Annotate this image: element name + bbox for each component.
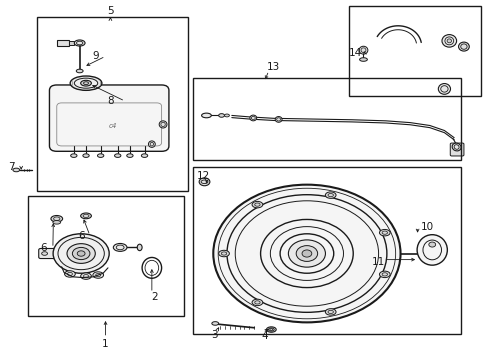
Ellipse shape [379,271,389,278]
Text: 7: 7 [8,162,15,172]
Ellipse shape [249,115,256,121]
Ellipse shape [458,42,468,51]
Ellipse shape [81,213,91,219]
Ellipse shape [113,243,127,251]
Ellipse shape [64,271,75,277]
Ellipse shape [137,244,142,251]
Text: 11: 11 [371,257,385,267]
Text: 9: 9 [92,51,99,61]
Ellipse shape [74,78,98,88]
Ellipse shape [97,154,103,157]
Ellipse shape [81,273,91,279]
FancyBboxPatch shape [449,143,463,156]
Text: 1: 1 [102,339,109,349]
Ellipse shape [446,39,450,43]
Ellipse shape [201,113,211,118]
Ellipse shape [379,229,389,236]
Ellipse shape [359,58,366,61]
FancyBboxPatch shape [39,248,57,258]
Ellipse shape [67,244,95,264]
Ellipse shape [325,192,335,198]
Ellipse shape [416,235,447,265]
Ellipse shape [41,252,47,255]
Bar [348,6,480,96]
Circle shape [288,240,325,267]
Text: 3: 3 [210,330,217,340]
Ellipse shape [76,69,83,73]
Ellipse shape [275,117,282,122]
Ellipse shape [72,247,90,260]
Bar [193,78,461,160]
Text: 6: 6 [78,231,84,240]
Ellipse shape [251,201,262,208]
Circle shape [302,250,311,257]
Text: 13: 13 [266,62,280,72]
Bar [69,41,74,45]
Circle shape [213,185,400,322]
Text: c4: c4 [108,123,117,129]
Ellipse shape [451,143,460,151]
Circle shape [199,178,209,186]
Ellipse shape [266,327,276,332]
Ellipse shape [51,216,62,222]
Ellipse shape [251,299,262,306]
Bar [193,167,461,334]
Text: 2: 2 [151,292,157,302]
Ellipse shape [325,309,335,315]
Ellipse shape [358,46,367,54]
Ellipse shape [114,154,121,157]
Ellipse shape [70,76,102,90]
Ellipse shape [53,234,109,273]
Ellipse shape [211,321,218,325]
Bar [57,40,69,45]
Ellipse shape [77,251,85,256]
Ellipse shape [218,250,229,257]
Bar [37,17,188,191]
Ellipse shape [441,35,456,47]
Ellipse shape [141,154,147,157]
Ellipse shape [71,154,77,157]
Text: 8: 8 [107,96,114,106]
Text: 14: 14 [348,48,362,58]
Ellipse shape [126,154,133,157]
Bar [27,196,183,316]
Text: 6: 6 [40,243,46,253]
Ellipse shape [81,80,91,86]
Ellipse shape [159,121,166,128]
Circle shape [428,242,435,247]
Text: 10: 10 [420,222,433,231]
Ellipse shape [437,84,449,94]
Ellipse shape [218,114,224,117]
Ellipse shape [148,141,155,147]
Ellipse shape [53,221,61,224]
Text: 5: 5 [107,6,114,16]
Ellipse shape [13,168,20,172]
FancyBboxPatch shape [49,85,168,151]
Ellipse shape [74,40,85,46]
Ellipse shape [93,272,103,278]
Text: 4: 4 [261,331,268,341]
Circle shape [296,246,317,261]
Text: 12: 12 [196,171,209,181]
Ellipse shape [268,328,274,331]
Ellipse shape [82,154,89,157]
Ellipse shape [224,114,229,117]
